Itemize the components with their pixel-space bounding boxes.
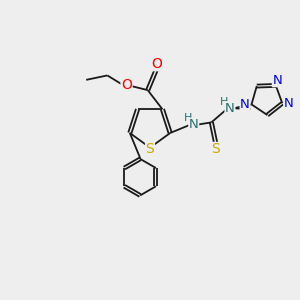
Text: N: N xyxy=(225,102,235,115)
Text: O: O xyxy=(151,57,162,71)
Text: H: H xyxy=(220,97,228,107)
Text: O: O xyxy=(121,78,132,92)
Text: N: N xyxy=(189,118,199,131)
Text: N: N xyxy=(240,98,250,111)
Text: S: S xyxy=(146,142,154,156)
Text: N: N xyxy=(284,97,294,110)
Text: H: H xyxy=(184,113,192,123)
Text: S: S xyxy=(212,142,220,157)
Text: N: N xyxy=(272,74,282,87)
